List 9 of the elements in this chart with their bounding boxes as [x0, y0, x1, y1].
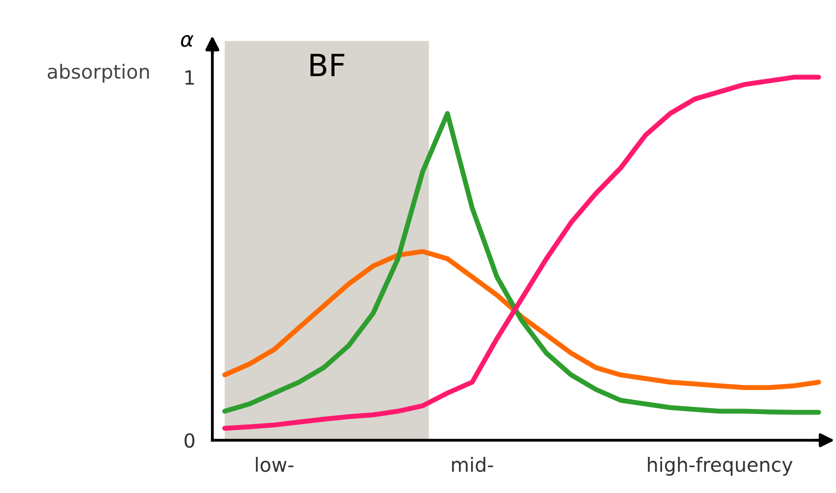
annotation: BF	[310, 54, 344, 76]
y-tick-label: 0	[184, 433, 194, 448]
x-tick-label: mid-	[452, 456, 494, 472]
y-axis-title: α	[180, 35, 194, 47]
x-tick-label: high-frequency	[648, 456, 793, 476]
line-series	[222, 249, 822, 390]
text: absorption	[48, 64, 149, 83]
x-tick-label: low-	[256, 456, 294, 472]
y-tick-label: 1	[185, 70, 194, 85]
